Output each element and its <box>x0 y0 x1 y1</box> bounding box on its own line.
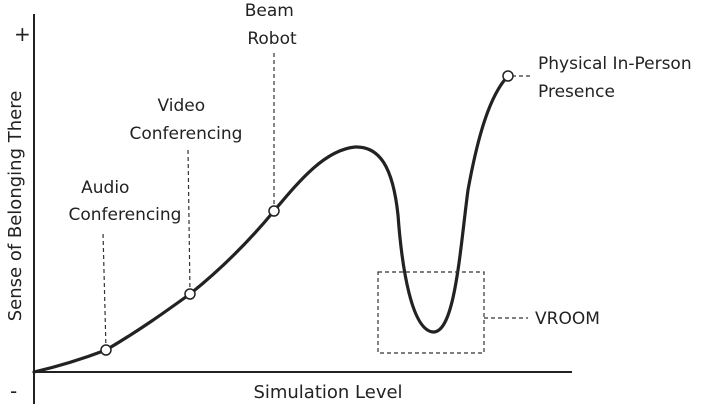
audio-label: Audio Conferencing <box>69 178 182 225</box>
belonging-curve <box>32 74 510 374</box>
video-leader-line <box>187 147 191 295</box>
video-marker <box>184 288 196 300</box>
beam-marker <box>268 205 280 217</box>
video-label-line-1: Video <box>157 96 205 116</box>
vroom-label: VROOM <box>535 309 600 329</box>
beam-label-line-1: Beam <box>245 1 294 21</box>
beam-label: Beam Robot <box>245 1 300 49</box>
video-label-line-2: Conferencing <box>130 124 243 144</box>
y-axis-plus-symbol: + <box>14 22 31 46</box>
y-axis-minus-symbol: - <box>10 379 17 403</box>
video-label: Video Conferencing <box>130 96 243 144</box>
physical-label: Physical In-Person Presence <box>538 54 697 102</box>
audio-leader-line <box>102 231 107 351</box>
y-axis-label: Sense of Belonging There <box>5 91 26 322</box>
physical-label-line-1: Physical In-Person <box>538 54 692 74</box>
x-axis-label: Simulation Level <box>253 382 402 403</box>
vroom-highlight-box <box>377 271 485 354</box>
physical-label-line-2: Presence <box>538 82 615 102</box>
audio-label-line-1: Audio <box>81 178 129 198</box>
physical-marker <box>502 70 514 82</box>
audio-label-line-2: Conferencing <box>69 205 182 225</box>
audio-marker <box>100 344 112 356</box>
beam-label-line-2: Robot <box>247 29 297 49</box>
